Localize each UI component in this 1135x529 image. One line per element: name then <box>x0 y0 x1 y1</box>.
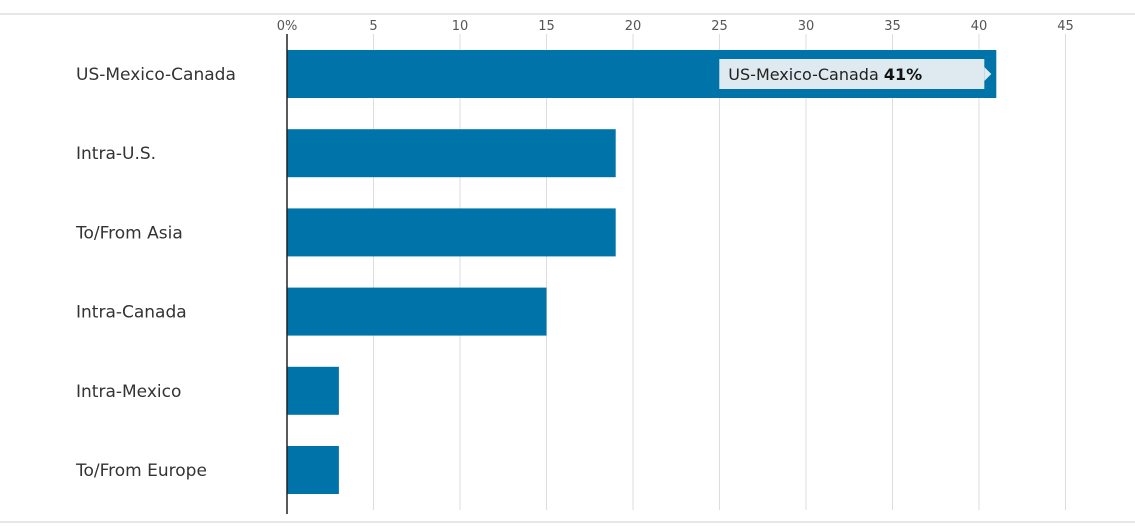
category-label-intra-canada: Intra-Canada <box>76 303 187 323</box>
tick-label-40: 40 <box>971 19 988 34</box>
bar-intra-u-s-[interactable] <box>287 129 616 178</box>
category-label-us-mexico-canada: US-Mexico-Canada <box>76 65 236 85</box>
category-label-intra-u-s-: Intra-U.S. <box>76 144 156 164</box>
tick-label-10: 10 <box>452 19 469 34</box>
tooltip-box <box>719 59 985 89</box>
category-label-to-from-europe: To/From Europe <box>75 461 207 481</box>
tick-label-25: 25 <box>711 19 728 34</box>
tick-label-5: 5 <box>369 19 377 34</box>
bar-intra-mexico[interactable] <box>287 366 339 415</box>
bar-to-from-asia[interactable] <box>287 208 616 257</box>
category-label-to-from-asia: To/From Asia <box>75 223 183 243</box>
tick-label-15: 15 <box>538 19 555 34</box>
tooltip: US-Mexico-Canada 41% <box>719 59 992 89</box>
tick-label-35: 35 <box>884 19 901 34</box>
category-labels: US-Mexico-Canada Intra-U.S. To/From Asia In… <box>75 65 236 481</box>
tick-label-20: 20 <box>625 19 642 34</box>
bar-intra-canada[interactable] <box>287 287 547 336</box>
tooltip-value: 41% <box>884 65 922 84</box>
bar-to-from-europe[interactable] <box>287 446 339 494</box>
tooltip-text: US-Mexico-Canada 41% <box>728 65 922 84</box>
tooltip-pointer <box>984 67 992 81</box>
category-label-intra-mexico: Intra-Mexico <box>76 382 181 402</box>
tick-label-30: 30 <box>798 19 815 34</box>
tooltip-category: US-Mexico-Canada <box>728 65 884 84</box>
x-axis-ticks: 0% 5 10 15 20 25 30 35 40 45 <box>277 19 1074 34</box>
tick-label-0: 0% <box>277 19 298 34</box>
bars <box>287 50 997 494</box>
tick-label-45: 45 <box>1057 19 1074 34</box>
grid-lines <box>373 34 1066 510</box>
